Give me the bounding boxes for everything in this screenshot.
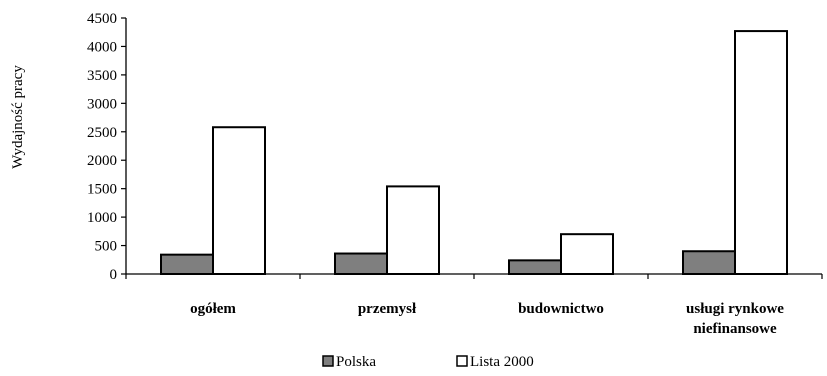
y-tick-label: 500 (95, 239, 118, 255)
legend-swatch-polska (322, 355, 334, 367)
y-tick-label: 4500 (87, 11, 117, 27)
legend-label: Lista 2000 (470, 354, 534, 370)
y-tick-label: 2500 (87, 125, 117, 141)
x-category-label: budownictwo (518, 301, 604, 317)
y-tick-label: 3500 (87, 68, 117, 84)
legend-swatch-lista-2000 (456, 355, 468, 367)
legend: Polska Lista 2000 (322, 354, 534, 370)
bar-lista-2000 (734, 30, 788, 276)
bar-polska (508, 259, 562, 276)
x-category-label: przemysł (358, 301, 417, 317)
y-axis-label: Wydajność pracy (10, 65, 26, 169)
legend-label: Polska (336, 354, 376, 370)
y-tick-label: 1000 (87, 210, 117, 226)
y-ticks: 0 500 1000 1500 2000 2500 3000 3500 4000 4500 (87, 11, 126, 283)
bar-polska (160, 253, 214, 275)
y-tick-label: 2000 (87, 153, 117, 169)
x-category-label: ogółem (190, 301, 236, 317)
x-category-label: usługi rynkowe (686, 301, 784, 317)
bar-polska (682, 250, 736, 276)
bar-polska (334, 252, 388, 276)
bar-lista-2000 (212, 126, 266, 275)
bars (160, 30, 788, 276)
bar-lista-2000 (386, 185, 440, 275)
bar-lista-2000 (560, 233, 614, 276)
x-category-labels: ogółem przemysł budownictwo usługi rynkowe n… (125, 274, 823, 337)
y-tick-label: 3000 (87, 96, 117, 112)
y-tick-label: 1500 (87, 182, 117, 198)
y-tick-label: 4000 (87, 39, 117, 55)
x-category-label: niefinansowe (693, 321, 777, 337)
y-tick-label: 0 (110, 267, 118, 283)
